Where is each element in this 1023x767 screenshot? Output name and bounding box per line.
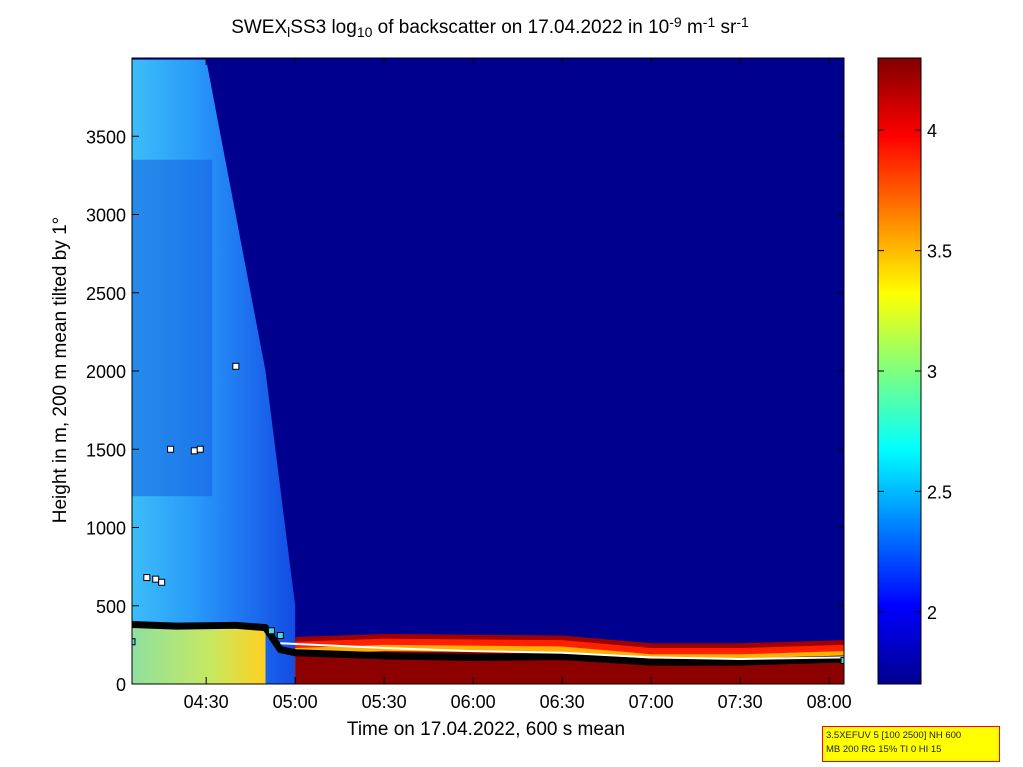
x-axis-label: Time on 17.04.2022, 600 s mean <box>347 719 625 740</box>
plot-area <box>132 58 844 684</box>
white-marker <box>196 445 204 453</box>
cyan-marker <box>267 627 275 635</box>
white-marker <box>143 574 151 582</box>
title-part: sr <box>715 17 737 38</box>
y-tick-label: 0 <box>116 675 126 695</box>
y-tick-label: 2500 <box>86 284 126 304</box>
surface-band <box>132 624 266 684</box>
colorbar-tick-label: 3.5 <box>927 242 952 262</box>
cyan-marker <box>276 631 284 639</box>
x-tick-label: 06:30 <box>540 692 585 712</box>
title-part: l <box>287 24 290 40</box>
x-tick-label: 07:30 <box>718 692 763 712</box>
x-tick-label: 08:00 <box>807 692 852 712</box>
y-tick-label: 2000 <box>86 362 126 382</box>
title-part: -1 <box>703 14 716 30</box>
settings-line-2: MB 200 RG 15% TI 0 HI 15 <box>826 744 942 755</box>
aerosol-patch <box>132 159 213 497</box>
x-axis: 04:30 05:00 05:30 06:00 06:30 07:00 07:30 08:00 <box>184 58 852 712</box>
title-part: 10 <box>357 24 373 40</box>
svg-text:SWEXlSS3 log10 of backscatter: SWEXlSS3 log10 of backscatter on 17.04.2… <box>231 14 749 40</box>
y-axis: 0 500 1000 1500 2000 2500 3000 3500 <box>86 127 844 695</box>
title-part: m <box>682 17 703 38</box>
x-tick-label: 05:30 <box>362 692 407 712</box>
title-part: SWEX <box>231 17 287 38</box>
colorbar-tick-label: 4 <box>927 121 937 141</box>
cloud-base-line <box>280 642 844 660</box>
y-tick-label: 3000 <box>86 206 126 226</box>
colorbar-tick-label: 2.5 <box>927 482 952 502</box>
layer-markers <box>132 362 844 666</box>
colorbar-tick-label: 3 <box>927 362 937 382</box>
y-tick-label: 1500 <box>86 440 126 460</box>
colorbar-tick-label: 2 <box>927 603 937 623</box>
mixing-layer-line <box>132 621 844 666</box>
cyan-marker <box>840 657 844 665</box>
settings-infobox: 3.5XEFUV 5 [100 2500] NH 600 MB 200 RG 1… <box>822 726 1000 762</box>
white-marker <box>190 447 198 455</box>
white-marker <box>152 575 160 583</box>
y-tick-label: 500 <box>96 597 126 617</box>
y-tick-label: 1000 <box>86 519 126 539</box>
x-tick-label: 06:00 <box>451 692 496 712</box>
title: SWEXlSS3 log10 of backscatter on 17.04.2… <box>231 14 749 40</box>
white-marker <box>158 578 166 586</box>
y-tick-label: 3500 <box>86 127 126 147</box>
title-part: SS3 log <box>290 17 357 38</box>
white-marker <box>167 445 175 453</box>
colorbar: 2 2.5 3 3.5 4 <box>877 57 952 685</box>
aerosol-layer <box>132 59 296 684</box>
y-axis-label: Height in m, 200 m mean tilted by 1° <box>50 217 71 523</box>
cyan-marker <box>132 638 136 646</box>
settings-line-1: 3.5XEFUV 5 [100 2500] NH 600 <box>826 730 962 741</box>
x-tick-label: 07:00 <box>629 692 674 712</box>
title-part: -1 <box>736 14 749 30</box>
title-part: -9 <box>669 14 682 30</box>
colorbar-gradient <box>877 57 922 685</box>
white-marker <box>232 362 240 370</box>
x-tick-label: 04:30 <box>184 692 229 712</box>
title-part: of backscatter on 17.04.2022 in 10 <box>372 17 669 38</box>
colorbar-ticks: 2 2.5 3 3.5 4 <box>878 121 952 623</box>
x-tick-label: 05:00 <box>273 692 318 712</box>
